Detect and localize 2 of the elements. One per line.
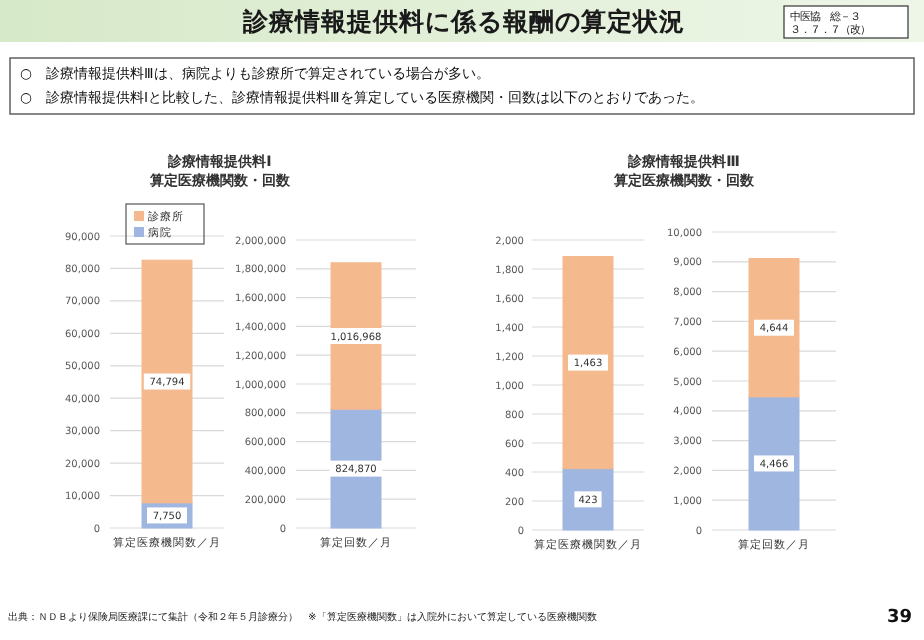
- text: 診療情報提供料に係る報酬の算定状況: [241, 6, 685, 36]
- text: 39: [886, 608, 912, 628]
